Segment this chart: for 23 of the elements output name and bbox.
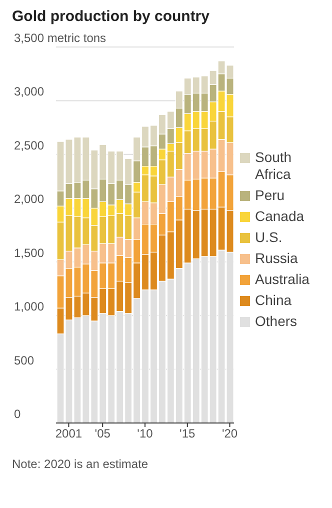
text: Note: 2020 is an estimate	[12, 457, 150, 471]
chart-title: Gold production by country	[12, 8, 210, 25]
y-tick-label: 2,000	[14, 192, 44, 206]
x-tick-label: 2001	[55, 426, 82, 441]
y-tick-label: 3,000	[14, 84, 44, 99]
y-tick-label: 2,500	[14, 138, 44, 152]
y-tick-label: 3,500 metric tons	[14, 31, 106, 45]
x-tick-label: '20	[222, 426, 238, 441]
legend-label: South Africa	[255, 148, 293, 182]
x-tick-label: '15	[180, 426, 196, 441]
x-tick-label: '05	[94, 426, 111, 441]
y-tick-label: 0	[14, 407, 21, 421]
y-tick-label: 500	[14, 353, 34, 368]
legend-label: Peru	[255, 186, 285, 204]
y-tick-label: 1,000	[14, 300, 44, 314]
legend-label: Australia	[255, 270, 310, 288]
legend-label: Others	[255, 312, 298, 330]
legend-label: Russia	[255, 250, 298, 266]
y-tick-label: 1,500	[14, 246, 44, 260]
legend-label: Canada	[255, 208, 304, 224]
legend-label: China	[255, 292, 292, 308]
legend-label: U.S.	[255, 228, 282, 246]
x-tick-label: '10	[137, 426, 154, 441]
